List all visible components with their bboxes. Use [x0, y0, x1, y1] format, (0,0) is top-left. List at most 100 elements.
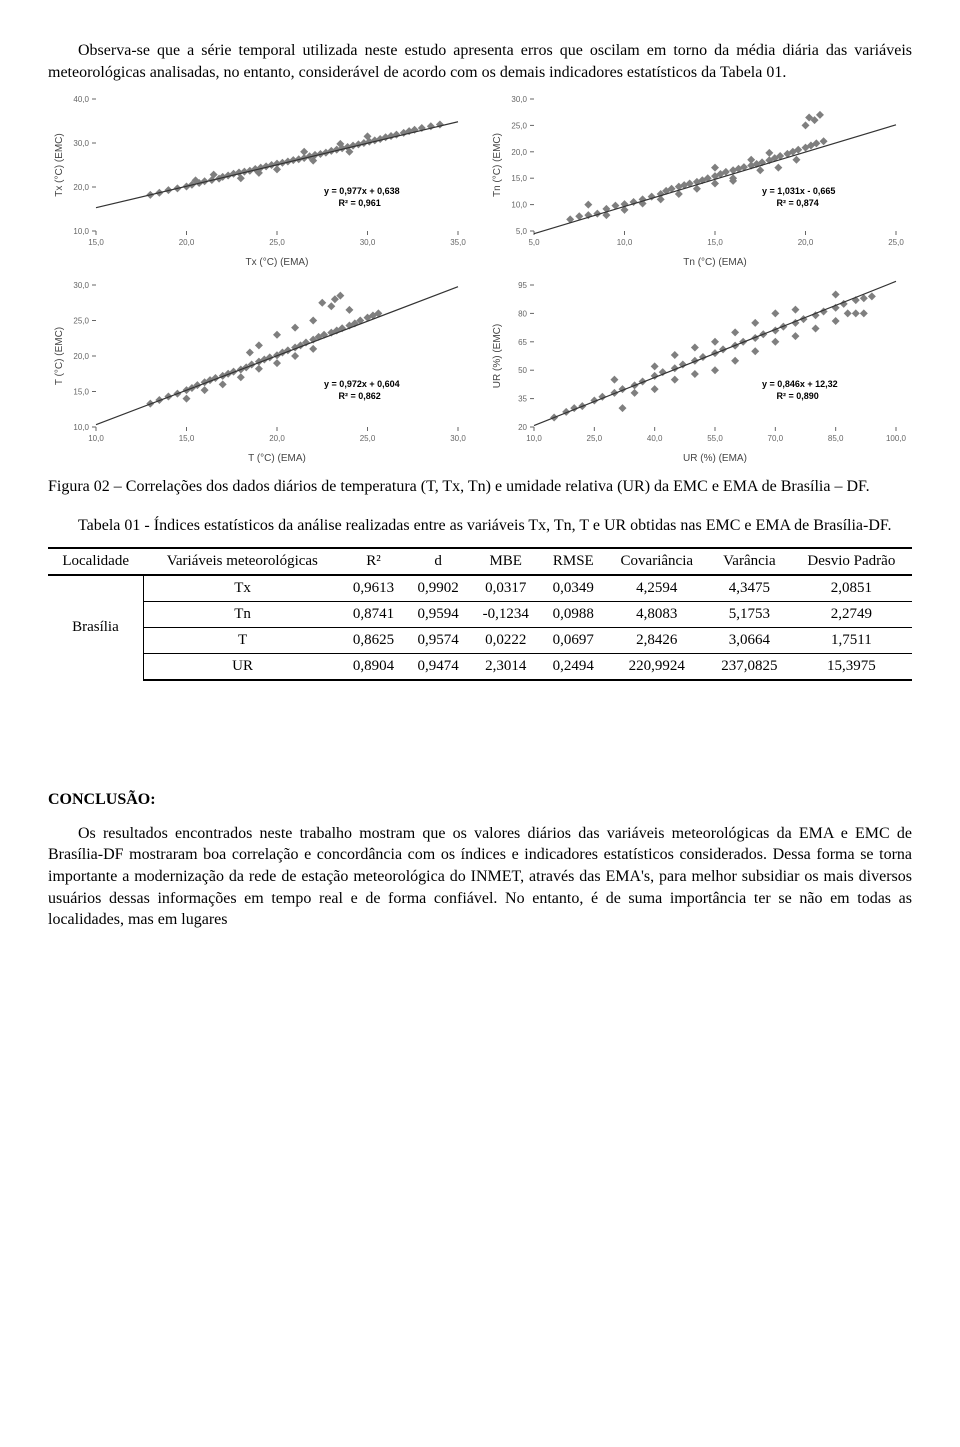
- svg-text:30,0: 30,0: [73, 139, 89, 148]
- svg-text:20: 20: [518, 423, 527, 432]
- svg-text:40,0: 40,0: [647, 434, 663, 443]
- svg-text:20,0: 20,0: [269, 434, 285, 443]
- svg-text:Tn (°C) (EMA): Tn (°C) (EMA): [683, 257, 746, 268]
- data-cell: 0,0697: [541, 627, 606, 653]
- data-cell: 2,2749: [791, 601, 912, 627]
- svg-text:10,0: 10,0: [73, 227, 89, 236]
- col-header: Variáveis meteorológicas: [143, 548, 341, 575]
- svg-text:50: 50: [518, 366, 527, 375]
- conclusion-paragraph: Os resultados encontrados neste trabalho…: [48, 823, 912, 931]
- data-cell: 0,9574: [406, 627, 471, 653]
- col-header: R²: [341, 548, 406, 575]
- svg-text:10,0: 10,0: [511, 201, 527, 210]
- svg-text:30,0: 30,0: [360, 238, 376, 247]
- svg-text:30,0: 30,0: [511, 95, 527, 104]
- data-cell: 0,0317: [470, 575, 541, 602]
- stats-table: LocalidadeVariáveis meteorológicasR²dMBE…: [48, 547, 912, 681]
- table-row: Tn0,87410,9594-0,12340,09884,80835,17532…: [48, 601, 912, 627]
- svg-text:10,0: 10,0: [617, 238, 633, 247]
- localidade-cell: Brasília: [48, 575, 143, 680]
- table-caption: Tabela 01 - Índices estatísticos da anál…: [78, 516, 912, 537]
- data-cell: 5,1753: [708, 601, 791, 627]
- chart-ur: 10,0 25,0 40,0 55,0 70,0 85,0 100,0 20 35 50 65 80 9…: [486, 277, 912, 467]
- data-cell: 1,7511: [791, 627, 912, 653]
- data-cell: 0,8904: [341, 653, 406, 680]
- data-cell: -0,1234: [470, 601, 541, 627]
- data-cell: Tn: [143, 601, 341, 627]
- svg-text:35,0: 35,0: [450, 238, 466, 247]
- svg-text:y = 0,846x + 12,32: y = 0,846x + 12,32: [762, 379, 838, 389]
- svg-text:R² = 0,961: R² = 0,961: [339, 198, 381, 208]
- col-header: Desvio Padrão: [791, 548, 912, 575]
- col-header: d: [406, 548, 471, 575]
- col-header: Localidade: [48, 548, 143, 575]
- svg-text:30,0: 30,0: [73, 281, 89, 290]
- svg-text:25,0: 25,0: [360, 434, 376, 443]
- svg-text:10,0: 10,0: [526, 434, 542, 443]
- svg-text:y = 0,972x + 0,604: y = 0,972x + 0,604: [324, 379, 400, 389]
- data-cell: T: [143, 627, 341, 653]
- svg-text:70,0: 70,0: [768, 434, 784, 443]
- data-cell: 220,9924: [606, 653, 708, 680]
- data-cell: 4,8083: [606, 601, 708, 627]
- svg-text:T (°C) (EMC): T (°C) (EMC): [54, 327, 65, 385]
- svg-text:35: 35: [518, 395, 527, 404]
- conclusion-heading: CONCLUSÃO:: [48, 791, 912, 809]
- svg-text:20,0: 20,0: [798, 238, 814, 247]
- chart-tn: 5,010,015,020,025,05,010,015,020,025,030…: [486, 91, 912, 271]
- data-cell: 0,0349: [541, 575, 606, 602]
- col-header: Varância: [708, 548, 791, 575]
- svg-text:25,0: 25,0: [269, 238, 285, 247]
- svg-text:95: 95: [518, 281, 527, 290]
- svg-text:80: 80: [518, 310, 527, 319]
- data-cell: 4,3475: [708, 575, 791, 602]
- svg-text:25,0: 25,0: [511, 122, 527, 131]
- svg-text:20,0: 20,0: [73, 352, 89, 361]
- svg-text:65: 65: [518, 338, 527, 347]
- data-cell: UR: [143, 653, 341, 680]
- table-row: UR0,89040,94742,30140,2494220,9924237,08…: [48, 653, 912, 680]
- svg-text:5,0: 5,0: [516, 227, 528, 236]
- data-cell: 0,9902: [406, 575, 471, 602]
- data-cell: 0,9613: [341, 575, 406, 602]
- svg-text:T (°C) (EMA): T (°C) (EMA): [248, 453, 306, 464]
- svg-text:Tx (°C) (EMC): Tx (°C) (EMC): [54, 133, 65, 196]
- svg-text:Tx (°C) (EMA): Tx (°C) (EMA): [246, 257, 309, 268]
- svg-text:y = 1,031x - 0,665: y = 1,031x - 0,665: [762, 186, 835, 196]
- intro-paragraph: Observa-se que a série temporal utilizad…: [48, 40, 912, 83]
- svg-text:25,0: 25,0: [73, 317, 89, 326]
- figure-caption: Figura 02 – Correlações dos dados diário…: [48, 477, 912, 498]
- svg-text:15,0: 15,0: [88, 238, 104, 247]
- svg-text:20,0: 20,0: [511, 148, 527, 157]
- svg-text:Tn (°C) (EMC): Tn (°C) (EMC): [492, 133, 503, 197]
- svg-text:R² = 0,890: R² = 0,890: [777, 391, 819, 401]
- table-row: BrasíliaTx0,96130,99020,03170,03494,2594…: [48, 575, 912, 602]
- svg-text:20,0: 20,0: [179, 238, 195, 247]
- data-cell: 0,8625: [341, 627, 406, 653]
- svg-text:100,0: 100,0: [886, 434, 906, 443]
- svg-text:25,0: 25,0: [888, 238, 904, 247]
- data-cell: Tx: [143, 575, 341, 602]
- svg-text:R² = 0,874: R² = 0,874: [777, 198, 819, 208]
- svg-text:30,0: 30,0: [450, 434, 466, 443]
- svg-text:85,0: 85,0: [828, 434, 844, 443]
- svg-text:55,0: 55,0: [707, 434, 723, 443]
- data-cell: 0,9594: [406, 601, 471, 627]
- data-cell: 237,0825: [708, 653, 791, 680]
- data-cell: 0,0988: [541, 601, 606, 627]
- chart-row-1: 15,020,025,030,035,010,020,030,040,0y = …: [48, 91, 912, 271]
- data-cell: 0,9474: [406, 653, 471, 680]
- data-cell: 2,0851: [791, 575, 912, 602]
- data-cell: 15,3975: [791, 653, 912, 680]
- svg-text:25,0: 25,0: [587, 434, 603, 443]
- data-cell: 0,2494: [541, 653, 606, 680]
- svg-text:10,0: 10,0: [73, 423, 89, 432]
- svg-text:10,0: 10,0: [88, 434, 104, 443]
- data-cell: 3,0664: [708, 627, 791, 653]
- svg-text:5,0: 5,0: [528, 238, 540, 247]
- chart-tx: 15,020,025,030,035,010,020,030,040,0y = …: [48, 91, 474, 271]
- svg-text:UR (%) (EMC): UR (%) (EMC): [492, 324, 503, 388]
- col-header: MBE: [470, 548, 541, 575]
- data-cell: 2,3014: [470, 653, 541, 680]
- chart-row-2: 10,015,020,025,030,010,015,020,025,030,0…: [48, 277, 912, 467]
